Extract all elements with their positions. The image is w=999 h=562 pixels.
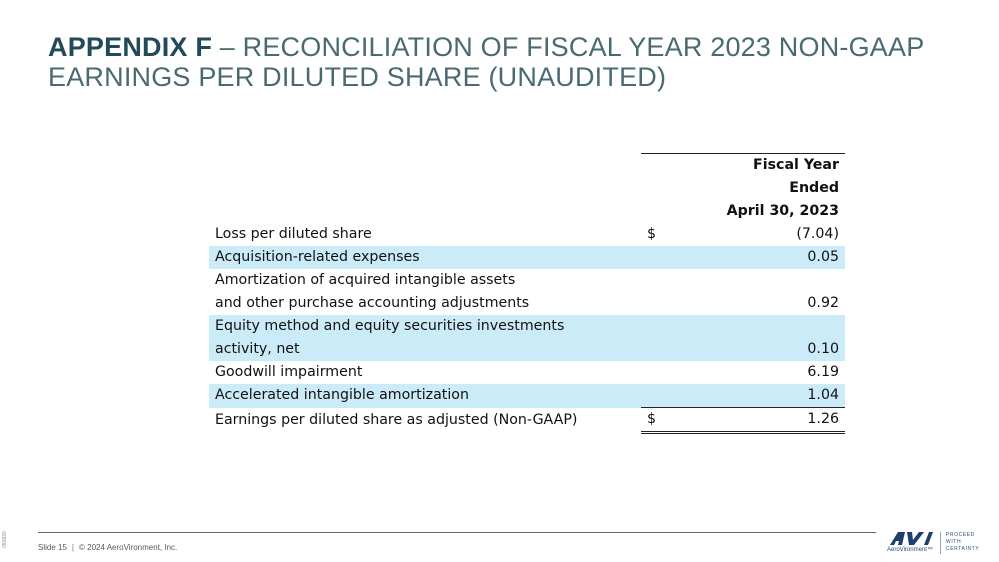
total-value: 1.26	[693, 407, 845, 434]
row-value: 0.92	[807, 295, 839, 311]
reconciliation-table: Fiscal Year Ended April 30, 2023 Loss pe…	[209, 153, 845, 434]
av-logo-mark	[890, 532, 933, 545]
table-row: Earnings per diluted share as adjusted (…	[209, 407, 845, 434]
row-value: 0.05	[693, 246, 845, 269]
page-title: APPENDIX F – RECONCILIATION OF FISCAL YE…	[48, 32, 978, 92]
row-value: 1.04	[693, 384, 845, 408]
row-label: Amortization of acquired intangible asse…	[215, 272, 516, 288]
table-row: Acquisition-related expenses 0.05	[209, 246, 845, 269]
copyright: © 2024 AeroVironment, Inc.	[79, 543, 178, 552]
logo-divider	[940, 532, 941, 554]
row-value: (7.04)	[796, 226, 839, 242]
row-label: and other purchase accounting adjustment…	[215, 295, 530, 311]
row-label: Equity method and equity securities inve…	[209, 315, 641, 338]
row-value: 0.10	[693, 338, 845, 361]
row-label: activity, net	[209, 338, 641, 361]
company-logo: AeroVironment™ PROCEED WITH CERTAINTY	[884, 531, 994, 557]
row-label: Acquisition-related expenses	[209, 246, 641, 269]
logo-wordmark: AeroVironment™	[887, 547, 933, 553]
logo-tagline: PROCEED WITH CERTAINTY	[946, 532, 979, 553]
slide-number: Slide 15	[38, 543, 67, 552]
tagline-line: PROCEED	[946, 532, 975, 538]
header-line-1: Fiscal Year	[693, 153, 845, 177]
footer-divider	[38, 532, 876, 533]
footer: Slide 15 | © 2024 AeroVironment, Inc.	[38, 543, 177, 552]
dollar-sign: $	[641, 407, 693, 434]
row-value: 6.19	[807, 364, 839, 380]
table-row: Accelerated intangible amortization 1.04	[209, 384, 845, 408]
table-row: Goodwill impairment 6.19	[209, 361, 845, 384]
tagline-line: CERTAINTY	[946, 546, 980, 552]
header-line-2: Ended	[789, 180, 839, 196]
row-label: Goodwill impairment	[215, 364, 363, 380]
title-bold: APPENDIX F	[48, 32, 213, 62]
row-label: Loss per diluted share	[215, 226, 372, 242]
table-row: and other purchase accounting adjustment…	[209, 292, 845, 315]
table-row: activity, net 0.10	[209, 338, 845, 361]
row-label: Earnings per diluted share as adjusted (…	[215, 411, 578, 428]
table-row: Amortization of acquired intangible asse…	[209, 269, 845, 292]
title-rest: – RECONCILIATION OF FISCAL YEAR 2023 NON…	[48, 32, 924, 92]
table-row: Loss per diluted share $ (7.04)	[209, 223, 845, 246]
table-header-row: April 30, 2023	[209, 200, 845, 223]
table-row: Equity method and equity securities inve…	[209, 315, 845, 338]
table-header-row: Ended	[209, 177, 845, 200]
side-id: 050820	[2, 531, 8, 548]
tagline-line: WITH	[946, 539, 962, 545]
dollar-sign: $	[647, 226, 657, 242]
table-header-row: Fiscal Year	[209, 153, 845, 177]
header-line-3: April 30, 2023	[726, 203, 839, 219]
row-label: Accelerated intangible amortization	[209, 384, 641, 408]
footer-separator: |	[71, 543, 74, 552]
